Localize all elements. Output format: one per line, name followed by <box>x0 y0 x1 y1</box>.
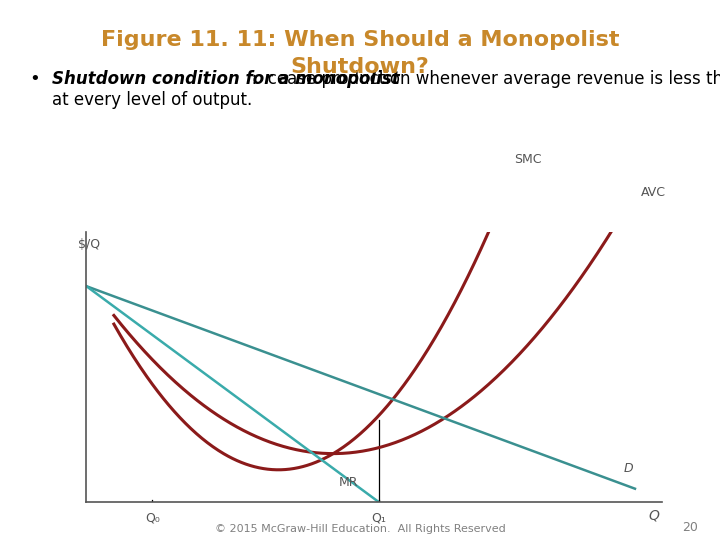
Text: •: • <box>29 70 40 88</box>
Text: Figure 11. 11: When Should a Monopolist: Figure 11. 11: When Should a Monopolist <box>101 30 619 50</box>
Text: © 2015 Mc​Graw-Hill Education.  All Rights Reserved: © 2015 Mc​Graw-Hill Education. All Right… <box>215 523 505 534</box>
Text: $/Q: $/Q <box>78 238 100 251</box>
Text: Q₁: Q₁ <box>372 512 387 525</box>
Text: AVC: AVC <box>641 186 665 199</box>
Text: MR: MR <box>338 476 359 489</box>
Text: D: D <box>624 462 634 475</box>
Text: Q: Q <box>649 509 660 523</box>
Text: SMC: SMC <box>514 153 541 166</box>
Text: Q₀: Q₀ <box>145 512 160 525</box>
Text: Shutdown condition for a monopolist: Shutdown condition for a monopolist <box>52 70 400 88</box>
Text: :  cease production whenever average revenue is less than average variable cost
: : cease production whenever average reve… <box>52 70 720 109</box>
Text: 20: 20 <box>683 521 698 534</box>
Text: Shutdown?: Shutdown? <box>291 57 429 77</box>
